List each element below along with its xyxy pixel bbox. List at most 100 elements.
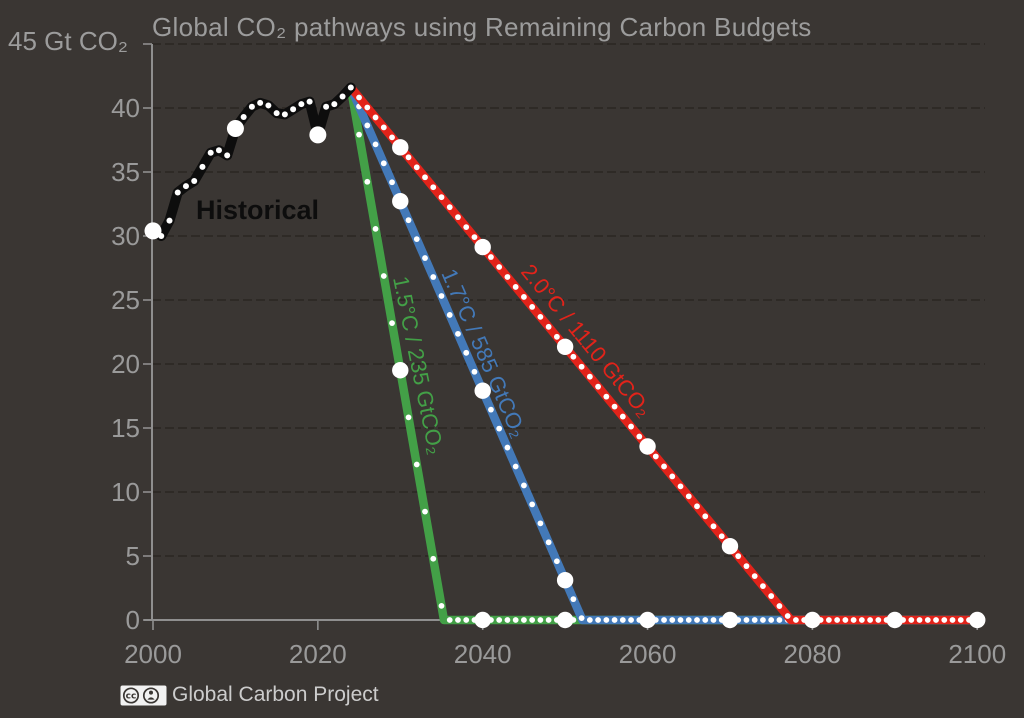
data-point: [685, 617, 692, 623]
data-point: [677, 483, 684, 490]
y-tick-label: 10: [111, 477, 140, 507]
data-point: [504, 617, 511, 623]
data-point: [842, 617, 849, 623]
data-point: [430, 555, 437, 562]
data-point: [595, 617, 601, 623]
decade-data-point: [556, 572, 574, 589]
data-point: [380, 160, 387, 167]
data-point: [669, 473, 676, 480]
historical-label: Historical: [196, 195, 319, 225]
x-tick-label: 2060: [619, 639, 677, 669]
data-point: [661, 617, 667, 623]
data-point: [735, 553, 742, 560]
data-point: [537, 520, 544, 527]
data-point: [166, 217, 173, 224]
data-point: [455, 617, 461, 623]
data-point: [512, 463, 519, 470]
data-point: [339, 93, 346, 100]
data-point: [521, 617, 527, 623]
data-point: [900, 617, 906, 623]
data-point: [570, 596, 577, 603]
data-point: [521, 482, 527, 489]
data-point: [331, 101, 338, 108]
data-point: [413, 461, 420, 468]
data-point: [422, 174, 428, 181]
data-point: [191, 177, 198, 184]
data-point: [504, 274, 511, 280]
data-point: [545, 539, 552, 546]
decade-data-point: [639, 438, 656, 455]
decade-data-point: [309, 126, 327, 144]
data-point: [446, 617, 453, 623]
data-point: [372, 225, 379, 232]
data-point: [735, 617, 742, 623]
data-point: [347, 84, 354, 91]
data-point: [702, 617, 709, 623]
pathway-dots-1.7°C: [356, 103, 791, 629]
y-tick-label: 0: [126, 605, 140, 635]
attribution: cc Global Carbon Project: [120, 683, 379, 707]
data-point: [867, 617, 873, 623]
data-point: [488, 406, 494, 413]
data-point: [793, 617, 799, 623]
decade-data-point: [392, 139, 409, 156]
data-point: [512, 617, 519, 623]
data-point: [488, 254, 494, 260]
y-tick-label: 25: [111, 285, 140, 315]
data-point: [545, 323, 552, 330]
data-point: [405, 414, 412, 421]
pathway-line-1.5°C: [346, 83, 982, 625]
data-point: [430, 184, 437, 191]
y-tick-label: 15: [111, 413, 140, 443]
data-point: [306, 98, 313, 105]
data-point: [694, 503, 700, 510]
data-point: [636, 433, 643, 440]
data-point: [553, 558, 560, 565]
data-point: [438, 602, 445, 609]
decade-data-point: [144, 222, 162, 240]
y-axis-unit-label: 45 Gt CO₂: [8, 26, 128, 56]
x-tick-label: 2040: [454, 639, 512, 669]
data-point: [248, 103, 255, 110]
data-point: [825, 617, 832, 623]
data-point: [372, 141, 379, 148]
data-point: [768, 593, 775, 599]
data-point: [908, 617, 915, 623]
data-point: [595, 383, 601, 390]
decade-data-point: [392, 193, 409, 210]
data-point: [710, 523, 717, 530]
data-point: [702, 513, 709, 520]
data-point: [858, 617, 865, 623]
data-point: [380, 124, 387, 131]
data-point: [389, 320, 395, 327]
data-point: [438, 293, 445, 299]
data-point: [298, 101, 305, 108]
data-point: [257, 99, 264, 106]
pathway-series-1.5°C: [346, 83, 982, 629]
y-tick-label: 35: [111, 157, 140, 187]
data-point: [537, 617, 544, 623]
pathway-dots-1.5°C: [356, 131, 585, 629]
data-point: [776, 603, 783, 609]
data-point: [916, 617, 923, 623]
data-point: [603, 617, 610, 623]
data-point: [463, 617, 470, 623]
x-tick-label: 2000: [124, 639, 182, 669]
data-point: [652, 617, 659, 623]
data-point: [273, 110, 280, 117]
data-point: [957, 617, 964, 623]
data-point: [768, 617, 775, 623]
data-point: [488, 617, 494, 623]
data-point: [438, 194, 445, 201]
data-point: [174, 189, 181, 196]
data-point: [356, 94, 362, 101]
data-point: [463, 349, 470, 356]
data-point: [776, 617, 783, 623]
data-point: [611, 403, 618, 410]
data-point: [545, 617, 552, 623]
data-point: [694, 617, 700, 623]
data-point: [405, 154, 412, 161]
data-point: [850, 617, 857, 623]
data-point: [570, 353, 577, 360]
